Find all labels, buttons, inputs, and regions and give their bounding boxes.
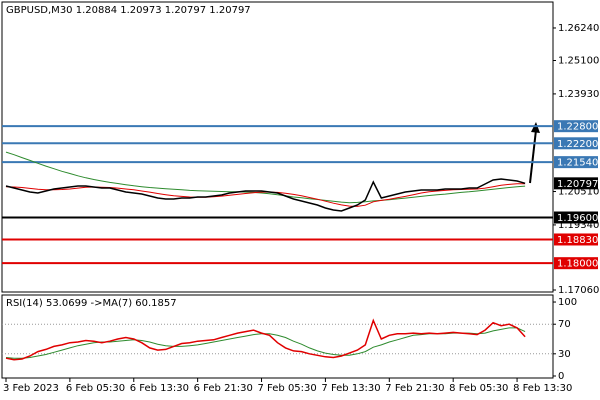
level-label-box (554, 137, 598, 150)
x-tick-label: 7 Feb 21:30 (385, 383, 444, 394)
rsi-title: RSI(14) 53.0699 ->MA(7) 60.1857 (6, 298, 177, 309)
y-tick-label: 1.20510 (558, 187, 599, 198)
level-label: 1.21540 (557, 158, 598, 169)
level-label-box (554, 257, 598, 270)
level-label-box (554, 156, 598, 169)
y-tick-label: 30 (558, 349, 571, 360)
level-label: 1.18000 (557, 259, 598, 270)
price-label: 1.20797 (557, 179, 598, 190)
level-label: 1.22800 (557, 122, 598, 133)
level-label: 1.19600 (557, 213, 598, 224)
level-label-box (554, 211, 598, 224)
y-tick-label: 1.23930 (558, 89, 599, 100)
y-tick-label: 1.25100 (558, 56, 599, 67)
series-line (5, 151, 526, 204)
x-tick-label: 6 Feb 13:30 (130, 383, 189, 394)
price-label-box (554, 177, 598, 190)
y-tick-label: 100 (558, 297, 577, 308)
x-tick-label: 6 Feb 21:30 (194, 383, 253, 394)
x-tick-label: 8 Feb 05:30 (449, 383, 508, 394)
x-tick-label: 6 Feb 05:30 (66, 383, 125, 394)
rsi-panel (1, 294, 554, 379)
y-tick-label: 0 (558, 371, 564, 382)
y-tick-label: 1.19340 (558, 220, 599, 231)
level-label: 1.18830 (557, 235, 598, 246)
y-tick-label: 70 (558, 319, 571, 330)
series-line (5, 178, 526, 212)
main-panel (1, 1, 554, 293)
arrow (529, 129, 537, 184)
chart-title: GBPUSD,M30 1.20884 1.20973 1.20797 1.207… (6, 5, 251, 16)
x-tick-label: 3 Feb 2023 (3, 383, 59, 394)
level-label-box (554, 120, 598, 133)
x-tick-label: 7 Feb 05:30 (258, 383, 317, 394)
x-tick-label: 7 Feb 13:30 (321, 383, 380, 394)
level-label-box (554, 233, 598, 246)
y-tick-label: 1.17060 (558, 285, 599, 296)
level-label: 1.22200 (557, 139, 598, 150)
x-tick-label: 8 Feb 13:30 (513, 383, 572, 394)
arrow-head (531, 122, 540, 133)
series-line (5, 318, 526, 361)
y-tick-label: 1.26240 (558, 23, 599, 34)
